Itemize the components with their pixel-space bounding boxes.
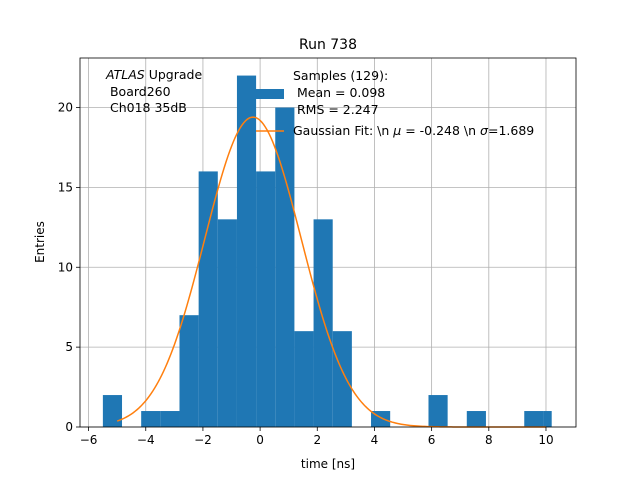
annotation-line-1: ATLAS Upgrade <box>105 67 202 82</box>
fit-sigma-symbol: σ <box>480 123 489 138</box>
histogram-bar <box>236 75 257 428</box>
x-tick-label: 6 <box>428 433 436 447</box>
y-tick-label: 10 <box>58 260 73 274</box>
x-tick-label: 2 <box>313 433 321 447</box>
x-axis-ticks: −6 −4 −2 0 2 4 6 8 10 <box>80 427 554 447</box>
y-axis-label: Entries <box>33 221 47 263</box>
annotation-board: Board260 <box>106 84 171 99</box>
histogram-bar <box>428 395 448 427</box>
y-tick-label: 15 <box>58 180 73 194</box>
axes-frame <box>79 57 577 428</box>
histogram-bar <box>256 171 276 427</box>
fit-label-end: =1.689 <box>488 123 534 138</box>
histogram-bar <box>275 107 295 428</box>
y-tick-label: 20 <box>58 101 73 115</box>
legend: Samples (129): Mean = 0.098 RMS = 2.247 … <box>256 68 534 138</box>
legend-fit-label: Gaussian Fit: \n μ = -0.248 \n σ=1.689 <box>293 123 534 138</box>
x-tick-label: −2 <box>194 433 212 447</box>
histogram-bar <box>179 315 199 427</box>
y-axis-ticks: 0 5 10 15 20 <box>58 101 80 434</box>
atlas-annotation: ATLAS Upgrade Board260 Ch018 35dB <box>105 67 202 115</box>
chart-title: Run 738 <box>299 37 357 53</box>
histogram-bar <box>217 219 237 427</box>
fit-label-prefix: Gaussian Fit: \n <box>293 123 393 138</box>
histogram-bar <box>141 411 161 427</box>
histogram-bar <box>160 411 180 427</box>
x-axis-label: time [ns] <box>301 457 355 471</box>
experiment-suffix: Upgrade <box>145 67 203 82</box>
y-tick-label: 0 <box>65 420 73 434</box>
fit-label-mid: = -0.248 \n <box>401 123 480 138</box>
experiment-name: ATLAS <box>105 67 145 82</box>
histogram-bar <box>294 331 314 427</box>
x-tick-label: −6 <box>80 433 98 447</box>
legend-samples-label: Samples (129): <box>293 68 388 83</box>
x-tick-label: −4 <box>137 433 155 447</box>
histogram-bars <box>102 75 552 428</box>
histogram-bar <box>198 171 218 427</box>
y-tick-label: 5 <box>65 340 73 354</box>
histogram-bar <box>524 411 544 427</box>
x-tick-label: 10 <box>538 433 553 447</box>
legend-histogram-swatch <box>256 89 284 99</box>
histogram-bar <box>313 219 333 427</box>
x-tick-label: 0 <box>256 433 264 447</box>
histogram-bar <box>543 411 552 427</box>
x-tick-label: 4 <box>371 433 379 447</box>
x-tick-label: 8 <box>485 433 493 447</box>
fit-mu-symbol: μ <box>392 123 401 138</box>
legend-mean-label: Mean = 0.098 <box>293 85 385 100</box>
histogram-bar <box>332 331 352 427</box>
legend-rms-label: RMS = 2.247 <box>293 102 379 117</box>
histogram-bar <box>466 411 486 427</box>
histogram-bar <box>102 395 123 427</box>
annotation-channel: Ch018 35dB <box>106 100 187 115</box>
